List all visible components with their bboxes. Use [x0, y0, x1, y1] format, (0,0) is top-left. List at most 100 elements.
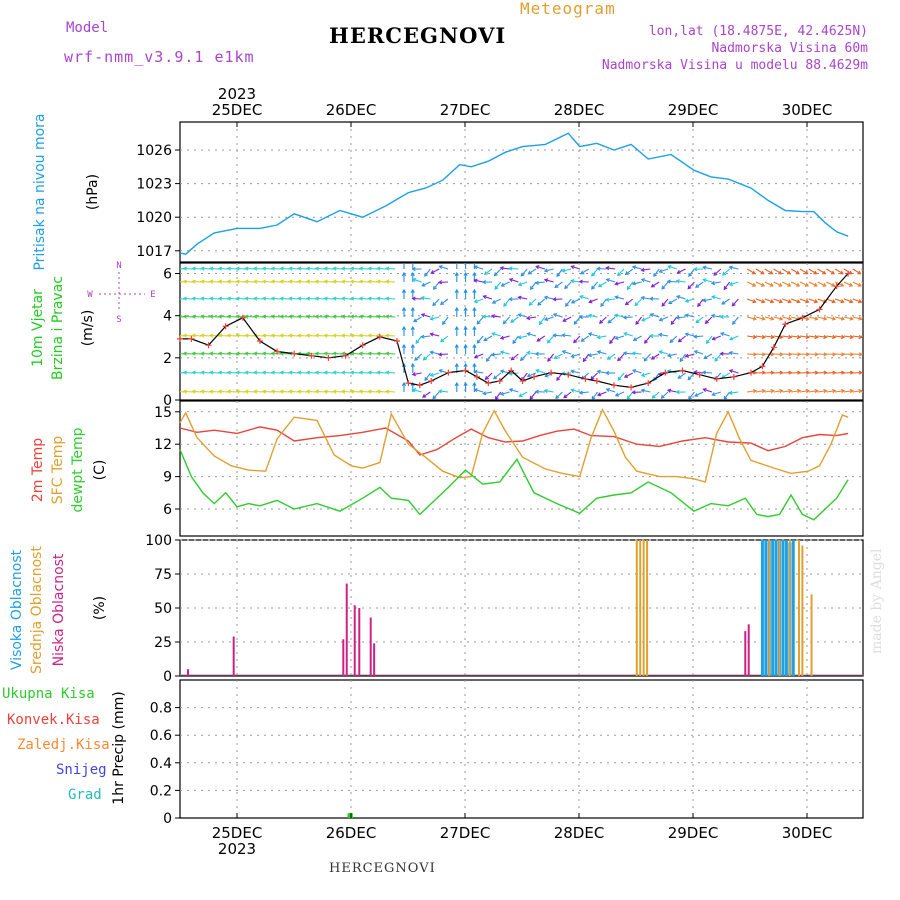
- wind-arrow-head: [534, 280, 540, 285]
- wind-arrow-head: [482, 294, 487, 300]
- wind-arrow-head: [599, 319, 604, 324]
- wind-arrow: [306, 297, 317, 300]
- wind-arrow-head: [666, 353, 672, 358]
- wind-arrow-head: [385, 333, 390, 338]
- wind-arrow-head: [868, 371, 871, 374]
- wind-arrow: [536, 369, 545, 374]
- wind-arrow: [315, 297, 325, 300]
- wind-arrow: [632, 352, 642, 355]
- wind-arrow: [852, 268, 861, 275]
- wind-arrow-head: [526, 350, 531, 356]
- wind-arrow: [180, 298, 185, 300]
- wind-arrow: [826, 316, 836, 320]
- wind-arrow: [368, 297, 378, 300]
- wind-arrow: [808, 268, 817, 275]
- wind-arrow-head: [499, 335, 505, 340]
- wind-gust-mark: [256, 337, 263, 344]
- wind-arrow-head: [226, 279, 231, 284]
- wind-arrow-head: [261, 389, 267, 394]
- wind-arrow: [625, 268, 634, 275]
- wind-arrow: [359, 315, 369, 318]
- y-tick-label: 1017: [136, 244, 172, 260]
- wind-arrow: [306, 315, 317, 318]
- wind-arrow-head: [529, 395, 534, 400]
- wind-arrow-head: [517, 282, 523, 287]
- wind-arrow: [218, 297, 229, 300]
- wind-arrow: [511, 353, 519, 361]
- wind-arrow-head: [552, 312, 558, 318]
- date-label-top: 30DEC: [782, 101, 833, 119]
- wind-axis-title-2: Brzina i Pravac: [50, 276, 66, 380]
- wind-arrow-head: [684, 313, 689, 318]
- wind-arrow: [563, 391, 572, 399]
- wind-arrow: [192, 267, 202, 270]
- wind-arrow: [271, 390, 281, 393]
- wind-arrow: [386, 390, 396, 393]
- wind-arrow: [706, 335, 713, 344]
- wind-arrow-head: [410, 381, 415, 386]
- wind-arrow-head: [868, 335, 871, 338]
- wind-arrow: [615, 314, 625, 318]
- wind-arrow-head: [349, 333, 355, 338]
- wind-arrow: [705, 316, 713, 324]
- wind-arrow-head: [297, 296, 302, 301]
- wind-arrow: [183, 297, 193, 300]
- wind-arrow: [412, 297, 422, 300]
- y-tick-label: 9: [163, 470, 172, 486]
- wind-arrow-head: [349, 314, 355, 319]
- wind-arrow: [625, 298, 634, 306]
- wind-arrow: [218, 352, 229, 355]
- wind-arrow-head: [760, 270, 765, 275]
- wind-arrow-head: [323, 389, 328, 394]
- wind-arrow: [183, 352, 193, 355]
- wind-arrow-head: [376, 279, 381, 284]
- wind-arrow: [192, 371, 202, 374]
- wind-gust-mark: [405, 380, 412, 387]
- date-label-top: 25DEC: [212, 101, 263, 119]
- wind-arrow-head: [297, 333, 302, 338]
- wind-gust-mark: [325, 354, 332, 361]
- wind-arrow-head: [297, 389, 302, 394]
- wind-arrow: [852, 390, 862, 393]
- wind-arrow-head: [632, 337, 637, 341]
- temp-2m-line: [179, 426, 849, 456]
- wind-arrow: [262, 315, 273, 318]
- wind-arrow-head: [226, 296, 231, 301]
- wind-arrow-head: [349, 279, 355, 284]
- wind-arrow: [324, 267, 334, 270]
- wind-arrow: [677, 372, 686, 379]
- wind-arrow-head: [578, 390, 583, 395]
- wind-arrow-head: [401, 271, 407, 276]
- wind-arrow: [359, 267, 369, 270]
- wind-arrow-head: [270, 279, 275, 284]
- wind-arrow: [342, 390, 352, 393]
- wind-arrow-head: [200, 314, 205, 319]
- wind-gust-mark: [188, 335, 195, 342]
- page-title: HERCEGNOVI: [329, 23, 507, 48]
- wind-arrow: [808, 298, 818, 303]
- wind-arrow-head: [688, 272, 693, 277]
- wind-arrow-head: [634, 302, 639, 307]
- wind-arrow-head: [711, 295, 716, 300]
- wind-arrow: [791, 298, 800, 303]
- wind-arrow: [201, 315, 211, 318]
- y-tick-label: 0.4: [150, 756, 172, 772]
- wind-arrow-head: [288, 279, 293, 284]
- wind-arrow: [201, 280, 211, 283]
- wind-arrow-head: [314, 351, 319, 356]
- wind-arrow-head: [614, 281, 619, 286]
- year-label-bottom: 2023: [218, 840, 256, 858]
- wind-arrow: [433, 281, 440, 290]
- wind-arrow-head: [719, 351, 724, 356]
- wind-arrow: [687, 281, 695, 289]
- wind-arrow-head: [582, 358, 587, 363]
- wind-arrow-head: [492, 375, 498, 380]
- wind-arrow-head: [562, 318, 567, 322]
- wind-arrow-head: [244, 296, 249, 301]
- pressure-axis-title: Pritisak na nivou mora: [32, 113, 48, 270]
- wind-arrow-head: [543, 268, 549, 273]
- wind-arrow: [606, 388, 616, 393]
- wind-arrow-head: [421, 282, 426, 287]
- wind-arrow: [386, 280, 396, 283]
- wind-arrow: [667, 353, 677, 357]
